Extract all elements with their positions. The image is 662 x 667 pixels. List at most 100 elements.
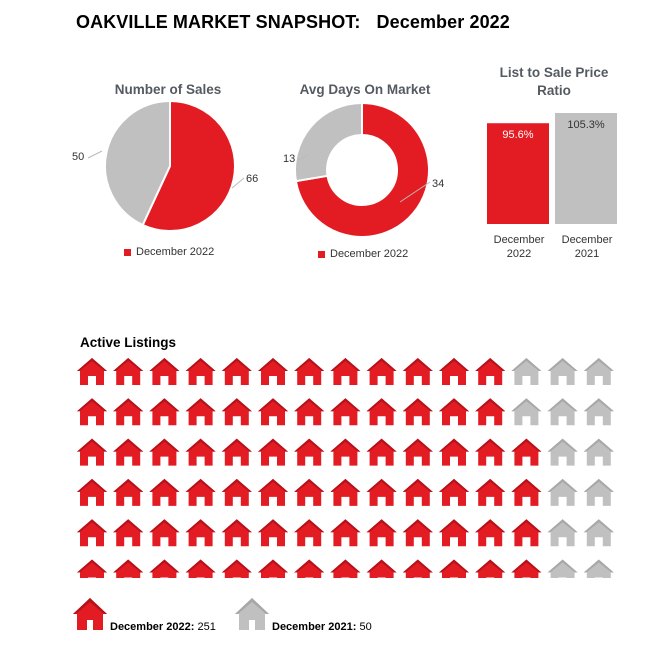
house-icon-red: [294, 398, 325, 426]
house-icon-gray: [583, 438, 614, 466]
house-icon-red: [439, 438, 469, 466]
ratio-title-line1: List to Sale Price: [499, 65, 609, 80]
house-icon-red: [77, 398, 107, 426]
house-icon-gray: [583, 398, 614, 426]
sales-value-2021: 50: [72, 151, 85, 163]
legend-swatch: [318, 250, 325, 258]
house-icon-gray: [547, 519, 578, 547]
house-icon-gray: [583, 559, 614, 578]
house-icon-gray: [583, 519, 614, 547]
dom-leader-2021: [297, 153, 311, 161]
house-icon-red: [511, 438, 542, 466]
ratio-category-2022: December 2022: [484, 233, 554, 261]
ratio-chart-title: List to Sale Price Ratio: [484, 64, 624, 100]
house-icon-red: [366, 519, 397, 547]
dom-slice-2021: [294, 101, 363, 183]
house-icon-red: [149, 519, 180, 547]
house-icon-red: [113, 438, 144, 466]
ratio-bar-2021: [555, 113, 617, 224]
house-icon-gray: [547, 478, 578, 506]
house-icon-red: [185, 438, 216, 466]
ratio-category-2021: December 2021: [552, 233, 622, 261]
sales-value-2022: 66: [246, 173, 259, 185]
ratio-cat-2022-line2: 2022: [506, 248, 532, 260]
house-icon-red: [511, 478, 542, 506]
active-listings-title: Active Listings: [80, 335, 177, 350]
house-icon-red: [366, 478, 397, 506]
house-icon-red: [330, 559, 361, 578]
house-icon-red: [294, 519, 325, 547]
house-icon-red: [221, 398, 252, 426]
house-icon-red: [402, 438, 433, 466]
house-icon-red: [77, 478, 107, 506]
house-icon-red: [475, 559, 506, 578]
house-icon-red: [330, 438, 361, 466]
house-icon-red: [475, 358, 506, 385]
house-icon-red: [185, 358, 216, 385]
page-title: OAKVILLE MARKET SNAPSHOT: December 2022: [76, 12, 510, 33]
house-icon-red: [366, 438, 397, 466]
sales-slice-2022: [141, 99, 236, 232]
house-icon-red: [113, 559, 144, 578]
ratio-title-line2: Ratio: [537, 83, 571, 98]
legend-2021-label: December 2021:: [272, 621, 357, 633]
legend-2021-value: 50: [359, 621, 372, 633]
house-icon-red: [366, 358, 397, 385]
dom-legend: December 2022: [318, 248, 408, 260]
house-icon-red: [113, 519, 144, 547]
house-icon-red: [475, 519, 506, 547]
ratio-cat-2021-line2: 2021: [574, 248, 600, 260]
sales-chart-title: Number of Sales: [114, 82, 222, 97]
ratio-value-label: 95.6%: [502, 129, 533, 141]
house-icon-red: [475, 438, 506, 466]
dom-donut-chart: [294, 101, 431, 238]
house-icon-red: [294, 478, 325, 506]
house-icon-grid: [77, 358, 614, 578]
house-icon-red: [475, 478, 506, 506]
house-icon-red: [475, 398, 506, 426]
house-icon-red: [294, 559, 325, 578]
house-icon-red: [366, 398, 397, 426]
house-icon-red: [330, 398, 361, 426]
dom-value-2021: 13: [283, 153, 296, 165]
house-icon-red: [439, 358, 469, 385]
ratio-value-label: 105.3%: [567, 119, 605, 131]
house-icon-red: [402, 559, 433, 578]
listings-legend-2022: December 2022: 251: [72, 596, 216, 633]
house-icon-gray: [235, 598, 269, 630]
house-icon-gray: [583, 478, 614, 506]
house-icon-red: [185, 559, 216, 578]
house-icon-red: [221, 519, 252, 547]
house-icon-red: [439, 559, 469, 578]
legend-swatch: [124, 248, 131, 256]
house-icon-red: [185, 478, 216, 506]
house-icon-gray: [547, 438, 578, 466]
ratio-cat-2021-line1: December: [561, 234, 613, 246]
sales-leader-2022: [231, 177, 245, 189]
house-icon-red: [294, 438, 325, 466]
house-icon-red: [77, 559, 107, 578]
house-icon-red: [77, 438, 107, 466]
house-icon-red: [258, 559, 288, 578]
house-icon-red: [221, 559, 252, 578]
listings-legend-2021: December 2021: 50: [234, 596, 372, 633]
house-icon-red: [185, 398, 216, 426]
house-icon-red: [221, 478, 252, 506]
house-icon-gray: [547, 358, 578, 385]
legend-2022-label: December 2022:: [110, 621, 195, 633]
sales-leader-2021: [87, 150, 103, 159]
house-icon-red: [439, 519, 469, 547]
dom-slice-2022: [294, 101, 430, 238]
house-icon-red: [402, 519, 433, 547]
ratio-bar-2022: [487, 123, 549, 224]
sales-legend: December 2022: [124, 246, 214, 258]
house-icon-red: [402, 398, 433, 426]
house-icon-red: [149, 398, 180, 426]
house-icon-red: [221, 438, 252, 466]
house-icon-red: [258, 519, 288, 547]
house-icon-red: [511, 519, 542, 547]
house-icon-red: [258, 478, 288, 506]
house-icon-red: [113, 398, 144, 426]
title-date: December 2022: [376, 12, 510, 32]
dom-chart-title: Avg Days On Market: [299, 82, 431, 97]
